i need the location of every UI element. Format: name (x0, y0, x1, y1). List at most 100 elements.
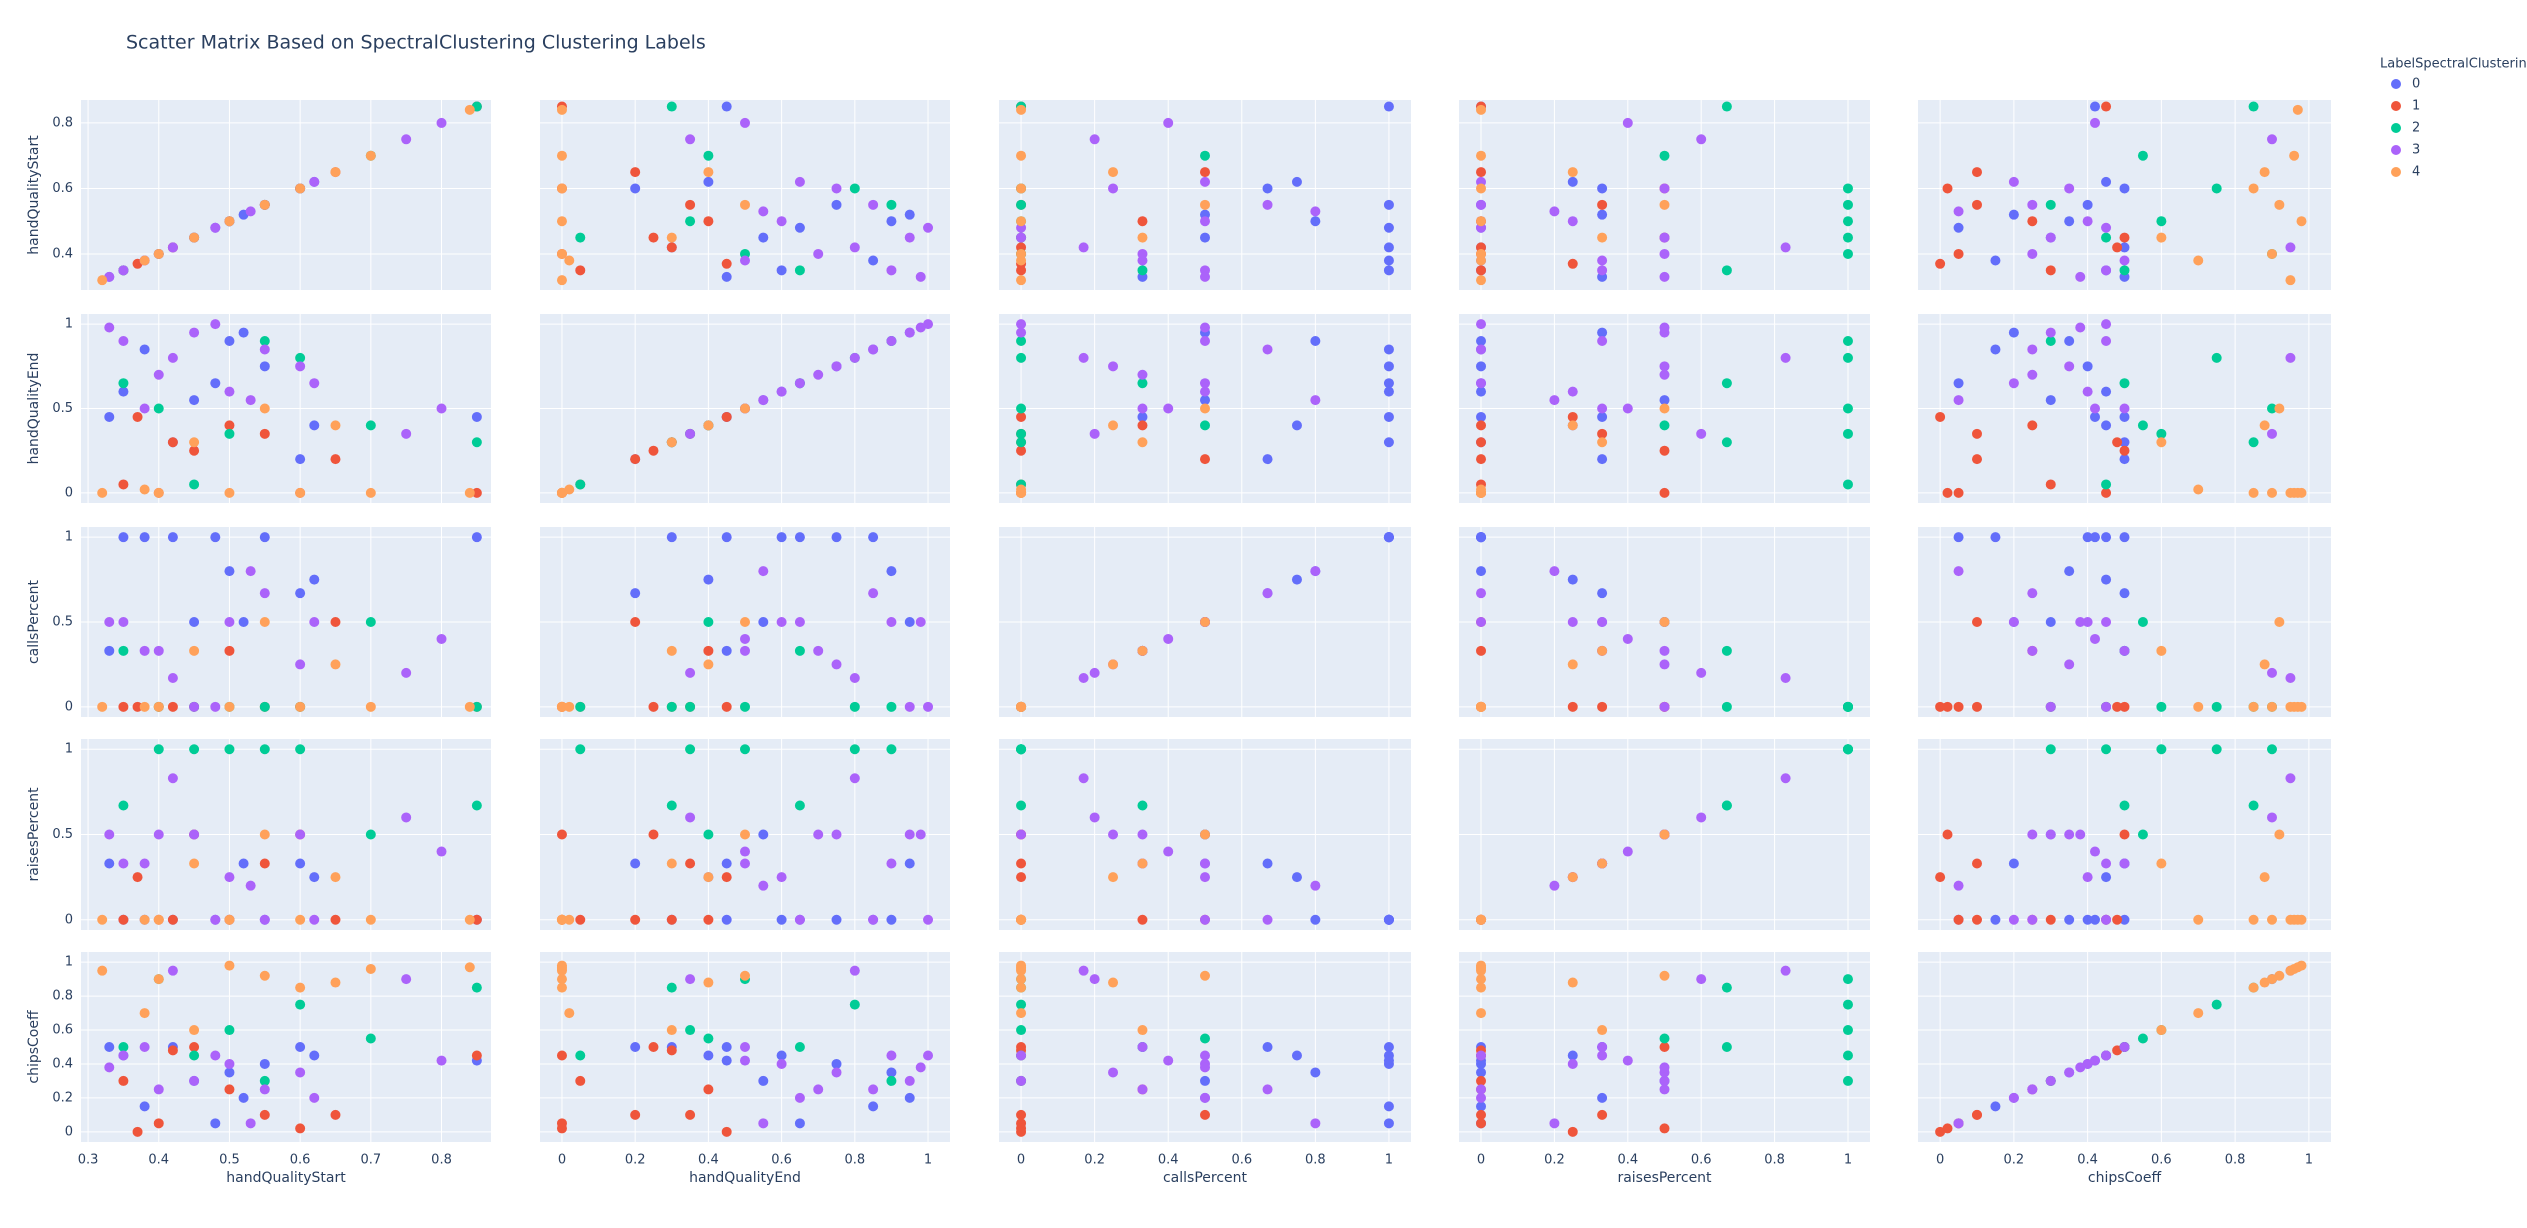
data-point (2112, 437, 2123, 448)
data-point (794, 1042, 805, 1052)
legend-label: 4 (2412, 165, 2420, 180)
data-point (2045, 479, 2056, 490)
data-point (309, 378, 320, 389)
data-point (1990, 344, 2001, 355)
data-point (259, 970, 270, 981)
data-point (666, 1045, 677, 1056)
data-point (1659, 199, 1670, 210)
data-point (1972, 914, 1982, 925)
data-point (1549, 566, 1560, 577)
data-point (1780, 965, 1791, 976)
data-point (139, 532, 150, 543)
data-point (776, 532, 787, 543)
data-point (471, 1050, 482, 1061)
data-point (2101, 914, 2112, 925)
data-point (1953, 378, 1964, 389)
data-point (2101, 872, 2112, 883)
data-point (813, 645, 824, 656)
data-point (309, 872, 320, 883)
data-point (189, 645, 200, 656)
data-point (2045, 327, 2056, 338)
data-point (630, 588, 641, 599)
y-axis-title: raisesPercent (26, 787, 42, 882)
data-point (2248, 914, 2259, 925)
data-point (915, 617, 926, 627)
data-point (666, 532, 677, 543)
data-point (1476, 1075, 1487, 1086)
x-tick-label: 0 (1017, 1153, 1025, 1168)
data-point (1476, 336, 1487, 346)
data-point (630, 454, 641, 465)
data-point (2119, 183, 2130, 194)
data-point (2119, 232, 2130, 243)
data-point (1262, 199, 1273, 210)
data-point (167, 1045, 178, 1056)
legend-marker (2391, 167, 2401, 177)
data-point (1953, 701, 1964, 712)
data-point (1262, 914, 1273, 925)
data-point (330, 914, 341, 925)
data-point (1549, 880, 1560, 891)
data-point (648, 829, 659, 840)
data-point (1476, 617, 1487, 627)
data-point (2193, 1008, 2204, 1019)
data-point (139, 701, 150, 712)
data-point (245, 880, 256, 891)
data-point (1567, 574, 1578, 585)
data-point (1842, 232, 1853, 243)
data-point (104, 858, 115, 869)
data-point (245, 566, 256, 577)
data-point (1137, 858, 1148, 869)
data-point (794, 222, 805, 233)
data-point (1200, 176, 1210, 187)
data-point (224, 701, 235, 712)
y-tick-label: 0.6 (52, 1023, 73, 1038)
data-point (2101, 420, 2112, 431)
data-point (721, 411, 732, 422)
data-point (1476, 199, 1487, 210)
data-point (189, 829, 200, 840)
data-point (210, 1050, 221, 1061)
data-point (2119, 445, 2130, 456)
data-point (436, 117, 447, 128)
y-tick-label: 0.4 (52, 246, 73, 261)
data-point (1972, 701, 1982, 712)
data-point (1842, 403, 1853, 414)
data-point (1089, 667, 1100, 678)
data-point (1016, 319, 1027, 330)
data-point (2101, 574, 2112, 585)
data-point (776, 386, 787, 397)
x-tick-label: 0.4 (148, 1153, 169, 1168)
data-point (2101, 617, 2112, 627)
data-point (1567, 420, 1578, 431)
data-point (471, 701, 482, 712)
data-point (740, 701, 750, 712)
data-point (2259, 420, 2270, 431)
data-point (1622, 1055, 1633, 1066)
data-point (2285, 672, 2296, 683)
data-point (2137, 1033, 2148, 1044)
data-point (703, 1084, 714, 1095)
data-point (1200, 1050, 1210, 1061)
data-point (2267, 812, 2277, 823)
data-point (139, 858, 150, 869)
data-point (776, 265, 787, 276)
data-point (401, 134, 412, 145)
data-point (224, 1084, 235, 1095)
data-point (1721, 800, 1732, 811)
data-point (1549, 1118, 1560, 1129)
data-point (904, 1075, 915, 1086)
data-point (2259, 167, 2270, 178)
data-point (2156, 645, 2167, 656)
data-point (2045, 265, 2056, 276)
data-point (556, 1050, 567, 1061)
legend-title: LabelSpectralClustering (2380, 57, 2527, 72)
data-point (904, 1092, 915, 1103)
data-point (2156, 216, 2167, 227)
data-point (2156, 1025, 2167, 1036)
data-point (2248, 183, 2259, 194)
data-point (886, 1067, 897, 1078)
data-point (1953, 248, 1964, 259)
data-point (666, 982, 677, 993)
data-point (794, 800, 805, 811)
